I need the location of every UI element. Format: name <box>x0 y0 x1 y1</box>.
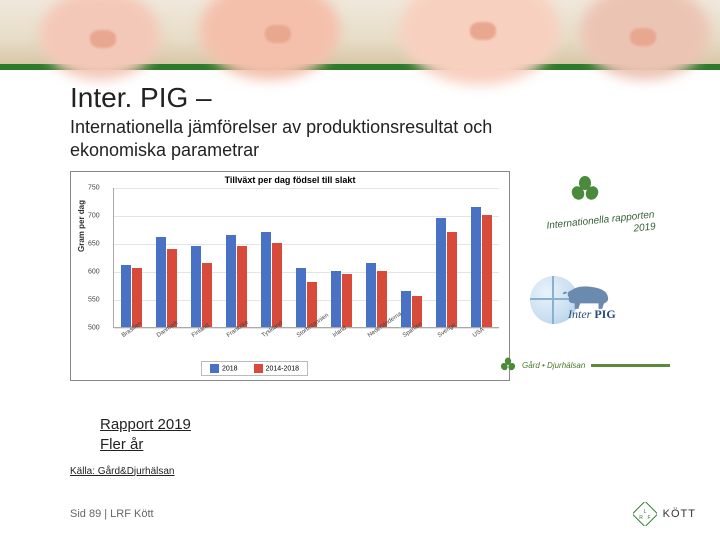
legend-item-2018: 2018 <box>210 364 238 373</box>
links-block: Rapport 2019 Fler år <box>100 415 650 456</box>
slide-content: Inter. PIG – Internationella jämförelser… <box>0 70 720 477</box>
lrf-mark-icon: L R F <box>633 502 657 526</box>
bar <box>366 263 376 327</box>
bar <box>447 232 457 327</box>
bar-pair <box>261 232 282 327</box>
svg-text:L: L <box>643 509 646 515</box>
bar-pair <box>436 218 457 327</box>
report-title-label: Internationella rapporten 2019 <box>546 209 656 244</box>
page-number-label: Sid 89 | LRF Kött <box>70 508 154 520</box>
chart-ylabel: Gram per dag <box>77 200 86 252</box>
chart-plot-area: 500550600650700750BrasilienDanmarkFinlan… <box>113 188 499 328</box>
lrf-text: KÖTT <box>663 508 696 520</box>
bar-pair <box>156 237 177 327</box>
bar <box>237 246 247 327</box>
interpig-text: Inter PIG <box>568 307 616 322</box>
slide-title: Inter. PIG – <box>70 82 650 114</box>
bar <box>156 237 166 327</box>
bar <box>331 271 341 327</box>
clover-icon <box>570 175 600 205</box>
bar <box>226 235 236 327</box>
ytick-label: 600 <box>88 269 100 276</box>
bar <box>202 263 212 327</box>
svg-text:F: F <box>647 515 650 521</box>
ytick-label: 700 <box>88 213 100 220</box>
header-image-band <box>0 0 720 70</box>
source-label: Källa: Gård&Djurhälsan <box>70 466 650 477</box>
gd-label: Gård • Djurhälsan <box>522 361 585 370</box>
legend-item-2014-2018: 2014-2018 <box>254 364 299 373</box>
clover-small-icon <box>500 357 516 373</box>
bar <box>261 232 271 327</box>
bar <box>471 207 481 327</box>
ytick-label: 500 <box>88 325 100 332</box>
link-rapport-2019[interactable]: Rapport 2019 <box>100 415 650 435</box>
bar <box>191 246 201 327</box>
lrf-kott-logo: L R F KÖTT <box>633 502 696 526</box>
bar-pair <box>471 207 492 327</box>
side-logos: Internationella rapporten 2019 Inter PIG… <box>520 171 710 381</box>
svg-text:R: R <box>639 515 643 521</box>
chart-legend: 2018 2014-2018 <box>201 361 308 376</box>
ytick-label: 750 <box>88 185 100 192</box>
bar-pair <box>121 265 142 327</box>
ytick-label: 550 <box>88 297 100 304</box>
ytick-label: 650 <box>88 241 100 248</box>
bar <box>272 243 282 327</box>
footer: Sid 89 | LRF Kött L R F KÖTT <box>70 502 696 526</box>
bar-pair <box>366 263 387 327</box>
figure-area: Tillväxt per dag födsel till slakt Gram … <box>70 171 670 401</box>
bar-pair <box>296 268 317 327</box>
bar-pair <box>226 235 247 327</box>
bar <box>121 265 131 327</box>
gard-djurhalsan-strip: Gård • Djurhälsan <box>500 356 670 374</box>
gd-bar <box>591 364 670 367</box>
bars-row <box>114 188 499 327</box>
bar <box>377 271 387 327</box>
bar-pair <box>331 271 352 327</box>
growth-chart: Tillväxt per dag födsel till slakt Gram … <box>70 171 510 381</box>
chart-title: Tillväxt per dag födsel till slakt <box>71 172 509 185</box>
bar <box>296 268 306 327</box>
bar-pair <box>191 246 212 327</box>
link-fler-ar[interactable]: Fler år <box>100 435 650 455</box>
bar <box>436 218 446 327</box>
interpig-logo: Inter PIG <box>530 271 640 326</box>
bar <box>401 291 411 327</box>
bar <box>482 215 492 327</box>
slide-subtitle: Internationella jämförelser av produktio… <box>70 116 590 161</box>
bar <box>132 268 142 327</box>
bar <box>342 274 352 327</box>
bar <box>167 249 177 327</box>
